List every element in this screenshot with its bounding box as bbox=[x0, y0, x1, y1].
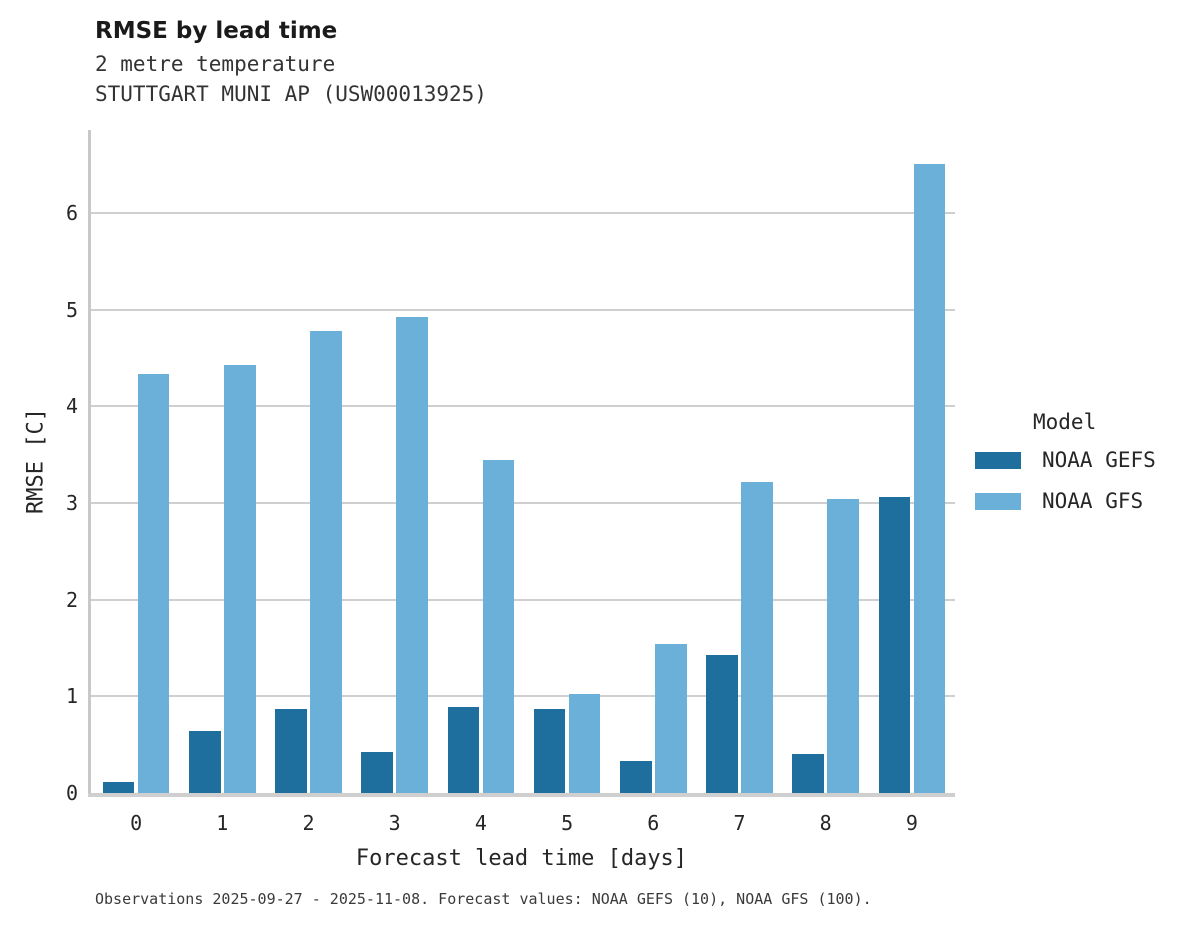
legend-label-noaa-gfs: NOAA GFS bbox=[1042, 489, 1144, 513]
chart-title: RMSE by lead time bbox=[95, 18, 338, 44]
bar-noaa-gfs-lead-0 bbox=[137, 373, 170, 793]
legend: Model NOAA GEFS NOAA GFS bbox=[975, 410, 1156, 530]
legend-entry-noaa-gefs: NOAA GEFS bbox=[975, 448, 1156, 472]
legend-title: Model bbox=[1033, 410, 1097, 434]
y-gridline bbox=[88, 502, 955, 505]
bar-noaa-gfs-lead-5 bbox=[568, 694, 601, 793]
legend-swatch-noaa-gfs bbox=[975, 492, 1021, 510]
bar-noaa-gefs-lead-2 bbox=[275, 708, 307, 793]
bar-noaa-gefs-lead-8 bbox=[792, 754, 824, 793]
chart-subtitle-variable: 2 metre temperature bbox=[95, 52, 336, 76]
x-tick-label: 4 bbox=[474, 811, 487, 835]
y-axis-spine bbox=[88, 130, 91, 797]
bar-noaa-gfs-lead-2 bbox=[310, 331, 342, 793]
bar-noaa-gfs-lead-9 bbox=[913, 163, 946, 793]
bar-noaa-gefs-lead-4 bbox=[447, 706, 480, 793]
x-tick-label: 0 bbox=[130, 811, 143, 835]
legend-label-noaa-gefs: NOAA GEFS bbox=[1042, 448, 1156, 472]
y-tick-label: 1 bbox=[65, 684, 78, 709]
bar-noaa-gefs-lead-5 bbox=[533, 708, 566, 793]
legend-entry-noaa-gfs: NOAA GFS bbox=[975, 489, 1156, 513]
x-tick-label: 1 bbox=[216, 811, 229, 835]
bar-noaa-gfs-lead-6 bbox=[655, 644, 687, 793]
x-tick-label: 7 bbox=[733, 811, 746, 835]
bar-noaa-gefs-lead-9 bbox=[878, 497, 911, 793]
y-tick-label: 6 bbox=[65, 201, 78, 226]
y-tick-label: 3 bbox=[65, 491, 78, 516]
y-gridline bbox=[88, 695, 955, 698]
y-tick-label: 5 bbox=[65, 297, 78, 322]
bar-noaa-gefs-lead-6 bbox=[620, 761, 652, 793]
bar-noaa-gfs-lead-7 bbox=[741, 481, 773, 793]
bar-noaa-gfs-lead-4 bbox=[482, 459, 515, 793]
chart-subtitle-station: STUTTGART MUNI AP (USW00013925) bbox=[95, 82, 487, 106]
x-tick-label: 8 bbox=[819, 811, 832, 835]
x-axis-label: Forecast lead time [days] bbox=[355, 846, 688, 871]
caption-observations: Observations 2025-09-27 - 2025-11-08. Fo… bbox=[95, 890, 872, 908]
bar-noaa-gfs-lead-1 bbox=[224, 364, 256, 793]
x-tick-label: 5 bbox=[561, 811, 574, 835]
x-axis-spine bbox=[88, 793, 955, 797]
y-tick-label: 4 bbox=[65, 394, 78, 419]
bar-noaa-gefs-lead-0 bbox=[102, 782, 135, 793]
y-gridline bbox=[88, 598, 955, 601]
x-tick-label: 6 bbox=[647, 811, 660, 835]
bar-noaa-gfs-lead-8 bbox=[827, 499, 859, 793]
y-gridline bbox=[88, 308, 955, 311]
bar-noaa-gfs-lead-3 bbox=[396, 316, 428, 793]
bar-noaa-gefs-lead-7 bbox=[706, 654, 738, 793]
x-tick-label: 3 bbox=[388, 811, 401, 835]
x-tick-label: 9 bbox=[905, 811, 918, 835]
legend-swatch-noaa-gefs bbox=[975, 451, 1021, 469]
bar-noaa-gefs-lead-1 bbox=[189, 731, 221, 793]
x-tick-label: 2 bbox=[302, 811, 315, 835]
y-tick-label: 0 bbox=[65, 781, 78, 805]
y-tick-label: 2 bbox=[65, 587, 78, 612]
y-axis-label: RMSE [C] bbox=[23, 408, 49, 514]
y-gridline bbox=[88, 405, 955, 408]
y-gridline bbox=[88, 212, 955, 215]
bar-noaa-gefs-lead-3 bbox=[361, 752, 393, 793]
